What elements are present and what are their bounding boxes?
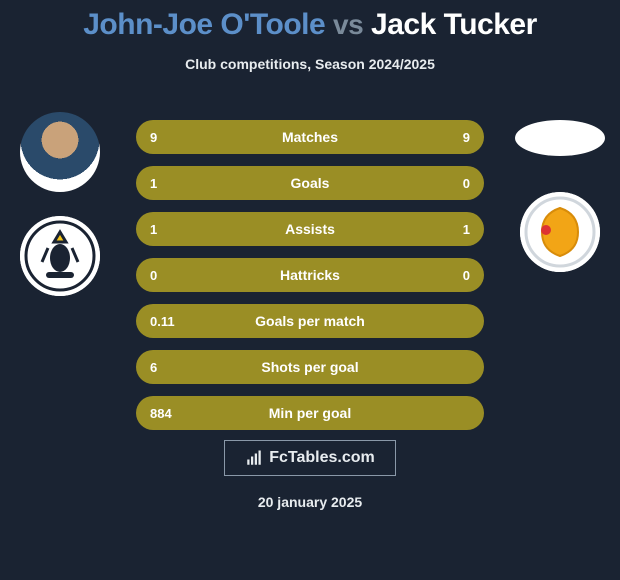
stat-label: Min per goal (269, 405, 351, 421)
stat-label: Matches (282, 129, 338, 145)
stat-left-value: 9 (150, 130, 157, 145)
player2-name: Jack Tucker (371, 8, 537, 41)
page-title: John-Joe O'Toole vs Jack Tucker (0, 0, 620, 42)
stat-left-value: 0.11 (150, 314, 175, 329)
stat-right-value: 1 (463, 222, 470, 237)
stat-row-min-per-goal: 884 Min per goal (136, 396, 484, 430)
stat-label: Shots per goal (261, 359, 358, 375)
stat-row-goals: 1 Goals 0 (136, 166, 484, 200)
vs-text: vs (333, 9, 363, 40)
brand-label: FcTables.com (269, 449, 375, 467)
player2-club-badge (520, 192, 600, 272)
player2-photo-placeholder (515, 120, 605, 156)
wimbledon-badge-icon (20, 216, 100, 296)
stat-right-value: 0 (463, 268, 470, 283)
stat-row-goals-per-match: 0.11 Goals per match (136, 304, 484, 338)
player1-club-badge (20, 216, 100, 296)
stat-left-value: 0 (150, 268, 157, 283)
stat-left-value: 1 (150, 222, 157, 237)
stat-row-assists: 1 Assists 1 (136, 212, 484, 246)
stat-right-value: 9 (463, 130, 470, 145)
footer-date: 20 january 2025 (0, 494, 620, 510)
stat-left-value: 884 (150, 406, 172, 421)
left-column (10, 112, 110, 320)
stat-label: Goals (291, 175, 330, 191)
brand-box[interactable]: FcTables.com (224, 440, 396, 476)
stat-right-value: 0 (463, 176, 470, 191)
bar-chart-icon (245, 449, 263, 467)
stat-row-hattricks: 0 Hattricks 0 (136, 258, 484, 292)
player1-photo (20, 112, 100, 192)
stat-left-value: 6 (150, 360, 157, 375)
stat-left-value: 1 (150, 176, 157, 191)
subtitle: Club competitions, Season 2024/2025 (0, 56, 620, 72)
stat-label: Hattricks (280, 267, 340, 283)
player1-name: John-Joe O'Toole (83, 8, 325, 41)
stats-panel: 9 Matches 9 1 Goals 0 1 Assists 1 0 Hatt… (136, 120, 484, 442)
right-column (510, 112, 610, 296)
stat-label: Goals per match (255, 313, 365, 329)
stat-row-shots-per-goal: 6 Shots per goal (136, 350, 484, 384)
stat-label: Assists (285, 221, 335, 237)
mkdons-badge-icon (520, 192, 600, 272)
footer: FcTables.com 20 january 2025 (0, 440, 620, 510)
stat-row-matches: 9 Matches 9 (136, 120, 484, 154)
